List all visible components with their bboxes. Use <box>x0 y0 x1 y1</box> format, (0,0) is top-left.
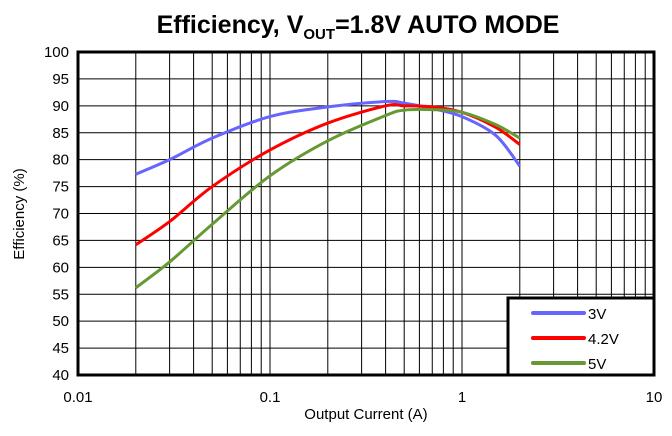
x-tick-labels: 0.01 0.1 1 10 <box>63 389 662 406</box>
legend-label: 4.2V <box>588 331 619 348</box>
y-tick-label: 90 <box>52 98 69 115</box>
plot-frame <box>76 50 656 377</box>
x-axis-label: Output Current (A) <box>304 406 427 423</box>
x-tick-label: 1 <box>458 389 466 406</box>
y-tick-label: 95 <box>52 71 69 88</box>
y-tick-label: 45 <box>52 340 69 357</box>
series-lines <box>134 99 521 289</box>
legend: 3V 4.2V 5V <box>506 296 656 377</box>
series-line-5V <box>134 107 521 289</box>
y-tick-label: 50 <box>52 313 69 330</box>
x-tick-label: 10 <box>646 389 663 406</box>
x-tick-label: 0.01 <box>63 389 92 406</box>
y-tick-label: 55 <box>52 286 69 303</box>
y-tick-label: 85 <box>52 125 69 142</box>
y-tick-label: 80 <box>52 152 69 169</box>
y-tick-label: 40 <box>52 367 69 384</box>
legend-label: 5V <box>588 356 606 373</box>
chart-title: Efficiency, VOUT=1.8V AUTO MODE <box>157 11 560 43</box>
x-tick-label: 0.1 <box>260 389 281 406</box>
y-tick-label: 60 <box>52 259 69 276</box>
y-tick-labels: 40 45 50 55 60 65 70 75 80 85 90 95 100 <box>44 44 69 384</box>
y-tick-label: 100 <box>44 44 69 61</box>
series-line-3V <box>135 99 521 176</box>
y-tick-label: 70 <box>52 206 69 223</box>
legend-label: 3V <box>588 306 606 323</box>
y-tick-label: 75 <box>52 179 69 196</box>
y-tick-label: 65 <box>52 232 69 249</box>
y-axis-label: Efficiency (%) <box>11 168 28 259</box>
